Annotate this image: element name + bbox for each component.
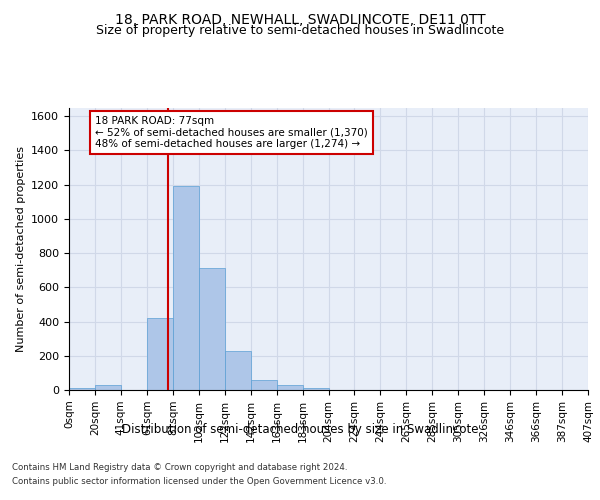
Bar — [251, 380, 277, 390]
Y-axis label: Number of semi-detached properties: Number of semi-detached properties — [16, 146, 26, 352]
Bar — [173, 186, 199, 390]
Bar — [225, 350, 251, 390]
Bar — [69, 388, 95, 390]
Text: 18, PARK ROAD, NEWHALL, SWADLINCOTE, DE11 0TT: 18, PARK ROAD, NEWHALL, SWADLINCOTE, DE1… — [115, 12, 485, 26]
Text: Size of property relative to semi-detached houses in Swadlincote: Size of property relative to semi-detach… — [96, 24, 504, 37]
Text: Contains public sector information licensed under the Open Government Licence v3: Contains public sector information licen… — [12, 478, 386, 486]
Text: Contains HM Land Registry data © Crown copyright and database right 2024.: Contains HM Land Registry data © Crown c… — [12, 462, 347, 471]
Bar — [147, 318, 173, 390]
Text: 18 PARK ROAD: 77sqm
← 52% of semi-detached houses are smaller (1,370)
48% of sem: 18 PARK ROAD: 77sqm ← 52% of semi-detach… — [95, 116, 368, 149]
Bar — [199, 268, 224, 390]
Bar — [95, 385, 121, 390]
Text: Distribution of semi-detached houses by size in Swadlincote: Distribution of semi-detached houses by … — [122, 422, 478, 436]
Bar — [277, 385, 302, 390]
Bar — [302, 388, 329, 390]
